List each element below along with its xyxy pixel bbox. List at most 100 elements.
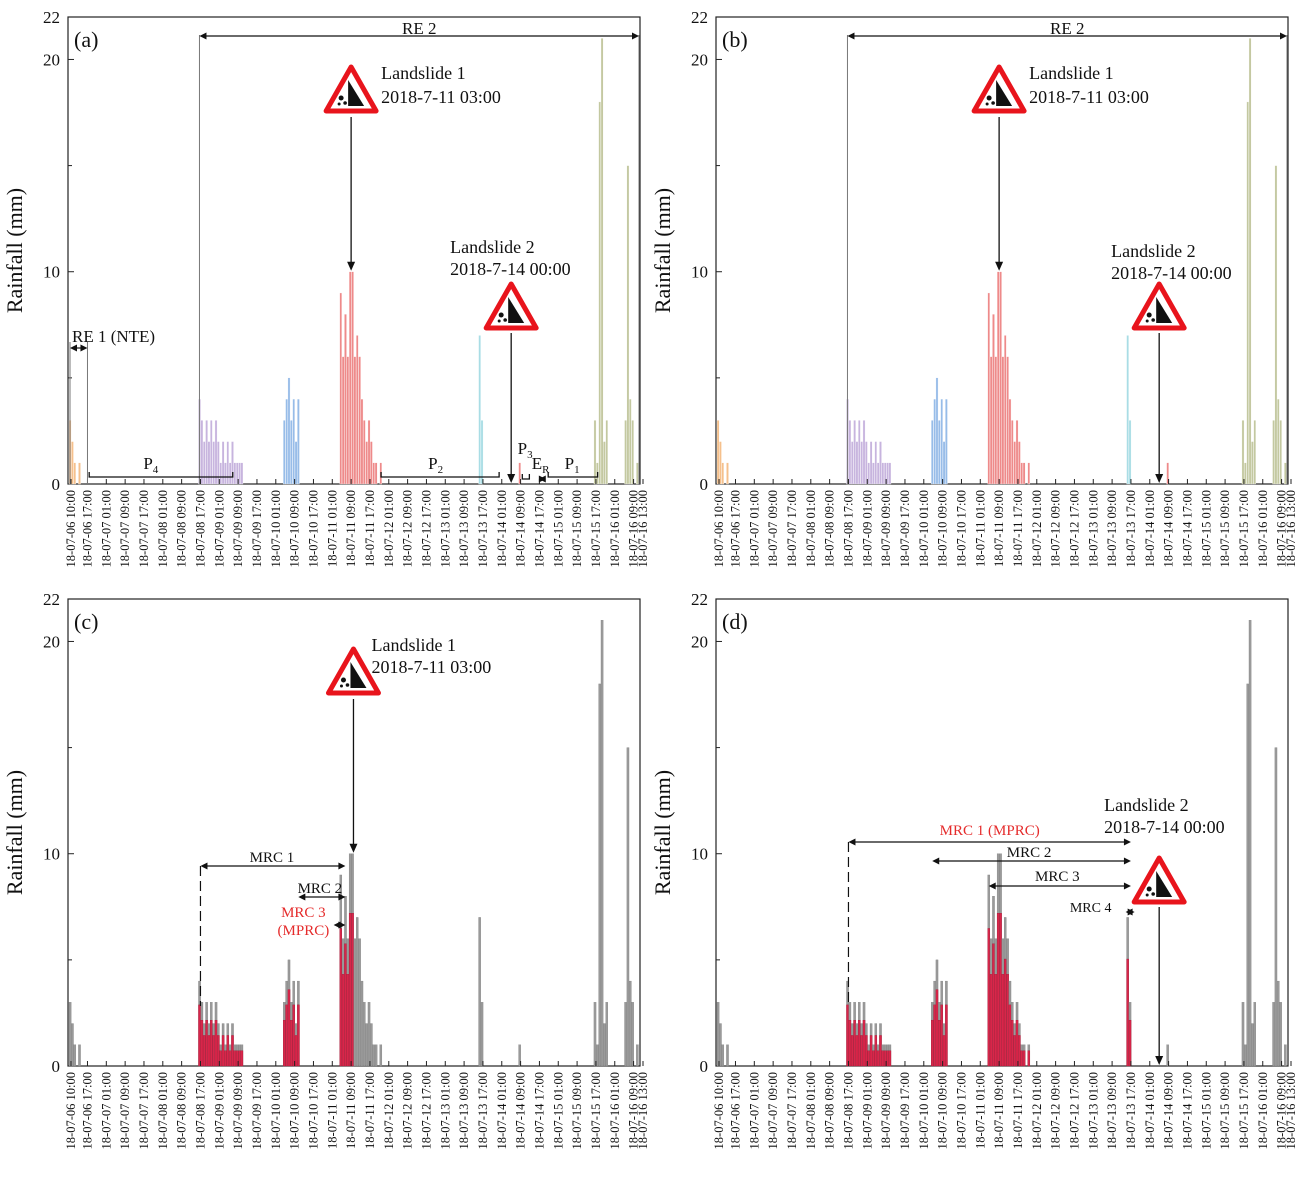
rainfall-bar-mprc [992, 943, 995, 1067]
rainfall-bar [989, 356, 993, 485]
rainfall-bar-mprc [297, 1004, 300, 1067]
rock-icon [1151, 318, 1155, 322]
x-tick-label: 18-07-16 01:00 [1256, 490, 1270, 567]
x-tick-label: 18-07-08 01:00 [156, 1072, 170, 1149]
landslide-2-icon [1131, 855, 1187, 905]
x-tick-label: 18-07-07 09:00 [118, 490, 132, 567]
rainfall-bar [624, 420, 627, 485]
rainfall-bar-mprc [198, 1004, 201, 1067]
rainfall-bar [631, 1002, 634, 1067]
x-tick-label: 18-07-08 09:00 [823, 1072, 837, 1149]
mrc3-label: MRC 3 [281, 905, 326, 921]
rainfall-bar [1277, 398, 1280, 485]
slope-shape [350, 662, 367, 688]
rainfall-bar [726, 462, 729, 485]
x-tick-label: 18-07-07 17:00 [785, 490, 799, 567]
rainfall-bar [235, 462, 239, 485]
x-tick-label: 18-07-08 17:00 [841, 490, 855, 567]
rainfall-bar [636, 462, 639, 485]
rainfall-bar [860, 441, 863, 485]
rainfall-bar-mprc [874, 1035, 878, 1067]
rainfall-bar-mprc [339, 928, 343, 1067]
rainfall-bar [1166, 462, 1169, 485]
rainfall-bar [221, 441, 225, 485]
mrc1-arrow-head-left [848, 838, 856, 846]
mrc2-arrow-head-right [1123, 857, 1131, 865]
x-tick-label: 18-07-15 01:00 [551, 490, 565, 567]
rainfall-bar [933, 398, 936, 485]
slope-shape [1156, 871, 1173, 897]
rainfall-bar-mprc [240, 1050, 244, 1067]
rock-icon [503, 318, 507, 322]
rainfall-bar-mprc [931, 1019, 934, 1067]
rainfall-bar-mprc [1001, 974, 1005, 1067]
rainfall-bar [290, 420, 293, 485]
rainfall-bar [367, 1002, 371, 1067]
x-tick-label: 18-07-09 17:00 [250, 490, 264, 567]
x-tick-label: 18-07-10 17:00 [306, 490, 320, 567]
mrc1-label: MRC 1 (MPRC) [940, 823, 1040, 839]
rainfall-bar-mprc [200, 1019, 204, 1067]
x-tick-label: 18-07-13 09:00 [1105, 1072, 1119, 1149]
rainfall-bar [1008, 398, 1012, 485]
rainfall-bar [1244, 1044, 1247, 1067]
x-tick-label: 18-07-11 17:00 [363, 1072, 377, 1149]
x-tick-label: 18-07-16 01:00 [608, 490, 622, 567]
rainfall-bar [344, 314, 347, 485]
rainfall-bar [999, 271, 1002, 485]
mrc1-arrow-head-right [338, 862, 346, 870]
rainfall-bar [1284, 1044, 1287, 1067]
landslide-1-arrow-head [347, 261, 356, 271]
landslide-1-arrow-head [349, 843, 358, 853]
rainfall-bar [600, 38, 604, 485]
x-tick-label: 18-07-11 09:00 [344, 490, 358, 567]
x-tick-label: 18-07-06 10:00 [712, 490, 726, 567]
x-tick-label: 18-07-14 01:00 [1143, 490, 1157, 567]
rainfall-bar-mprc [228, 1050, 232, 1067]
rainfall-bar [1251, 441, 1254, 485]
landslide-1-icon [323, 64, 379, 114]
rainfall-bar [593, 1002, 597, 1067]
x-tick-label: 18-07-15 09:00 [1218, 1072, 1232, 1149]
y-axis-label: Rainfall (mm) [2, 770, 27, 895]
rainfall-bar [931, 420, 934, 485]
rainfall-bar-mprc [219, 1050, 222, 1067]
x-tick-label: 18-07-13 01:00 [1086, 490, 1100, 567]
rainfall-bar-mprc [996, 913, 1000, 1067]
rainfall-bar [210, 420, 213, 485]
landslide-2-icon [483, 281, 539, 331]
x-tick-label: 18-07-16 13:00 [636, 490, 650, 567]
rainfall-bar-mprc [989, 974, 993, 1067]
rainfall-bar-mprc [860, 1035, 863, 1067]
x-tick-label: 18-07-15 17:00 [589, 490, 603, 567]
rainfall-bar [879, 441, 882, 485]
landslide-1-icon [325, 646, 381, 696]
rainfall-bar [73, 1044, 77, 1067]
rainfall-bar [1277, 980, 1280, 1067]
x-tick-label: 18-07-12 09:00 [1049, 1072, 1063, 1149]
rainfall-bar [1253, 1002, 1256, 1067]
x-tick-label: 18-07-14 09:00 [514, 490, 528, 567]
rainfall-bar-mprc [940, 1004, 943, 1067]
x-tick-label: 18-07-11 17:00 [1011, 490, 1025, 567]
rock-icon [343, 101, 347, 105]
rainfall-bar-mprc [233, 1050, 237, 1067]
rainfall-bar [888, 462, 892, 485]
mrc2-label: MRC 2 [1007, 845, 1052, 861]
rainfall-bar [598, 101, 601, 485]
rainfall-bar-mprc [341, 974, 345, 1067]
rainfall-bar [631, 420, 634, 485]
x-tick-label: 18-07-10 01:00 [269, 490, 283, 567]
x-tick-label: 18-07-15 09:00 [1218, 490, 1232, 567]
rainfall-bar [605, 1002, 608, 1067]
rainfall-bar [994, 356, 998, 485]
rainfall-bar [283, 420, 286, 485]
x-tick-label: 18-07-14 01:00 [495, 490, 509, 567]
rainfall-bar [853, 420, 856, 485]
rainfall-bar-mprc [942, 1035, 946, 1067]
rainfall-bar [231, 441, 234, 485]
rainfall-bar [224, 462, 227, 485]
rainfall-bar [356, 917, 359, 1067]
